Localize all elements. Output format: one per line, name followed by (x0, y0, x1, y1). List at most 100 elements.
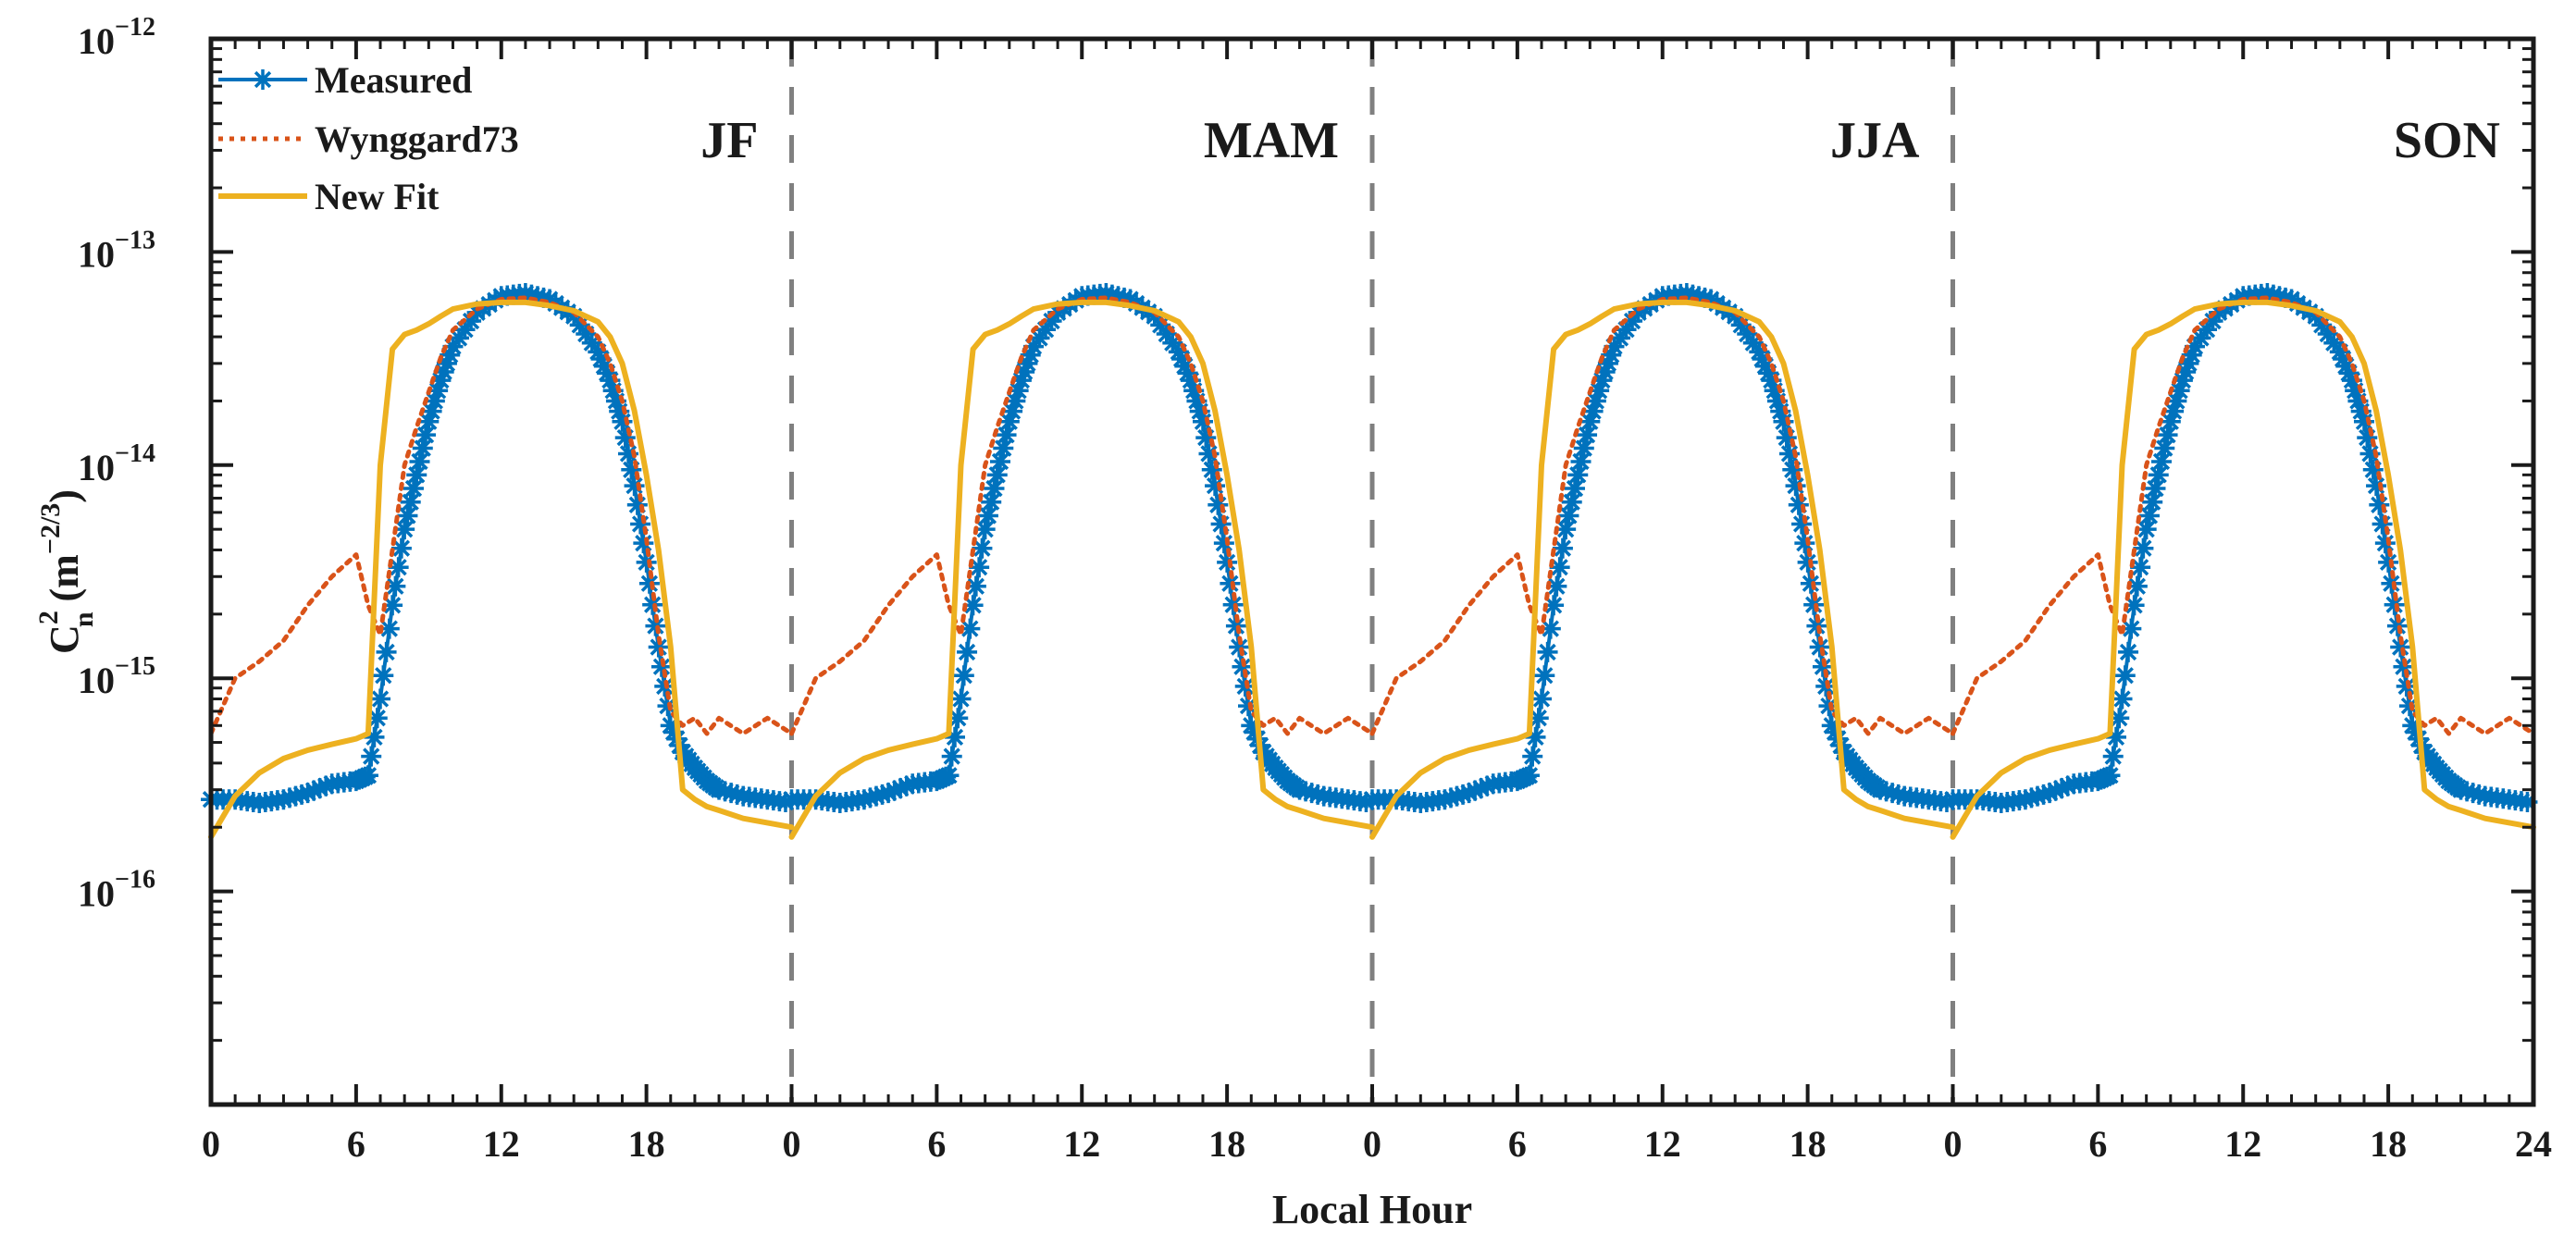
data-point (576, 324, 597, 345)
data-point (953, 665, 974, 686)
data-point (1150, 315, 1171, 336)
data-point (590, 349, 612, 370)
data-point (612, 411, 633, 432)
data-point (370, 688, 391, 710)
data-point (1008, 380, 1029, 401)
data-point (382, 595, 403, 616)
data-point (1156, 324, 1177, 345)
data-point (650, 656, 672, 677)
data-point (2118, 641, 2139, 662)
data-point (896, 775, 917, 796)
data-point (1171, 349, 1193, 370)
data-point (1217, 551, 1238, 573)
data-point (2335, 355, 2357, 377)
data-point (366, 708, 388, 729)
data-point (648, 636, 669, 658)
data-point (2136, 519, 2157, 540)
data-point (853, 789, 874, 810)
data-point (390, 537, 412, 559)
data-point (890, 778, 911, 799)
x-tick-label: 0 (1944, 1123, 1963, 1165)
data-point (642, 594, 663, 615)
data-point (1198, 443, 1220, 464)
data-point (2160, 411, 2181, 432)
data-point (1208, 494, 1229, 515)
data-point (2166, 390, 2187, 412)
y-tick-label: 10−12 (78, 13, 155, 62)
data-point (2341, 370, 2362, 391)
data-point (1017, 352, 1038, 374)
data-point (433, 361, 454, 382)
data-point (974, 519, 996, 540)
data-point (1552, 537, 1573, 559)
data-point (1622, 311, 1643, 332)
data-point (2021, 787, 2042, 809)
x-tick-label: 6 (347, 1123, 365, 1165)
data-point (1589, 380, 1610, 401)
data-point (1014, 361, 1035, 382)
data-point (2311, 315, 2333, 336)
data-point (1570, 451, 1591, 472)
data-point (2378, 551, 2399, 573)
y-tick-label: 10−15 (78, 652, 155, 701)
data-point (1205, 475, 1226, 497)
data-point (969, 557, 990, 578)
data-point (1794, 533, 1815, 554)
data-point (2305, 305, 2326, 327)
data-point (960, 618, 981, 639)
data-point (1174, 355, 1195, 377)
data-point (1192, 411, 1213, 432)
data-point (1470, 778, 1492, 799)
data-point (285, 785, 306, 807)
data-point (2157, 425, 2178, 446)
data-point (990, 451, 1011, 472)
data-point (1534, 665, 1555, 686)
data-point (1220, 573, 1241, 594)
data-point (373, 665, 394, 686)
data-point (2114, 665, 2136, 686)
data-point (860, 787, 881, 809)
data-point (2148, 464, 2169, 486)
data-point (1773, 411, 1794, 432)
data-point (1825, 722, 1846, 743)
y-axis-title-base: C (42, 624, 87, 654)
data-point (2105, 726, 2126, 747)
data-point (2350, 401, 2372, 422)
data-point (2333, 349, 2354, 370)
data-point (1564, 478, 1585, 500)
data-point (2517, 792, 2538, 813)
series-line (789, 291, 1374, 805)
svg-text:C2n (m−2/3): C2 n (m−2/3) (33, 489, 99, 654)
data-point (998, 411, 1020, 432)
data-point (461, 311, 482, 332)
data-point (2033, 784, 2054, 805)
data-point (2145, 478, 2166, 500)
data-point (2121, 618, 2142, 639)
data-point (965, 575, 986, 597)
data-point (409, 451, 430, 472)
data-point (1594, 361, 1616, 382)
x-tick-label: 18 (2370, 1123, 2407, 1165)
data-point (2154, 438, 2175, 459)
data-point (944, 726, 965, 747)
data-point (2184, 336, 2205, 357)
x-tick-label: 18 (628, 1123, 665, 1165)
data-point (2353, 411, 2374, 432)
data-point (1241, 715, 1262, 736)
data-point (1035, 319, 1057, 340)
data-point (400, 491, 421, 512)
season-label-jf: JF (700, 112, 758, 169)
data-point (454, 319, 476, 340)
data-point (1244, 722, 1265, 743)
data-point (430, 370, 452, 391)
data-point (2138, 505, 2160, 526)
data-point (1609, 327, 1630, 349)
data-point (388, 557, 409, 578)
y-axis-title-units: (m (42, 554, 87, 611)
data-point (2384, 594, 2405, 615)
data-point (941, 746, 962, 767)
data-point (2178, 352, 2199, 374)
data-point (1177, 363, 1198, 384)
data-point (1002, 401, 1023, 422)
data-point (2027, 785, 2049, 807)
